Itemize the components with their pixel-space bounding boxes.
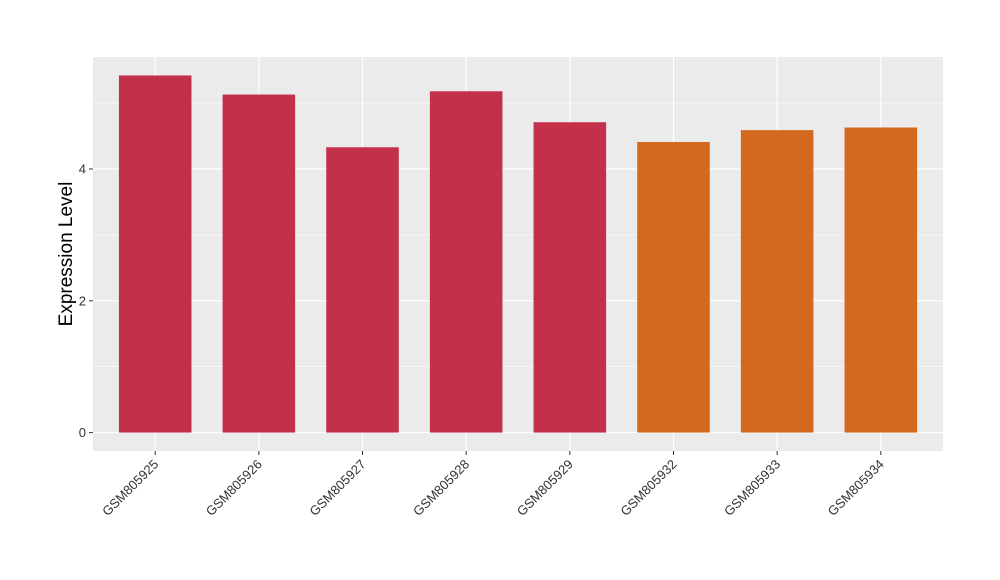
plot-panel <box>93 57 943 451</box>
y-tick-label: 4 <box>79 162 86 177</box>
y-axis-title: Expression Level <box>56 182 77 327</box>
x-tick-label: GSM805928 <box>410 457 472 519</box>
bar-GSM805932 <box>637 141 710 433</box>
bar-GSM805934 <box>844 127 918 433</box>
x-tick-label: GSM805926 <box>203 457 265 519</box>
y-tick-label: 0 <box>79 425 86 440</box>
x-tick-label: GSM805925 <box>99 457 161 519</box>
x-tick-label: GSM805929 <box>514 457 576 519</box>
bar-GSM805929 <box>533 122 607 433</box>
y-axis: 0 2 4 <box>79 162 93 440</box>
x-tick-label: GSM805933 <box>721 457 783 519</box>
bar-GSM805933 <box>740 130 814 433</box>
bar-GSM805925 <box>118 75 192 433</box>
bar-GSM805927 <box>326 147 399 433</box>
y-tick-label: 2 <box>79 293 86 308</box>
x-tick-label: GSM805927 <box>306 457 368 519</box>
x-tick-label: GSM805932 <box>617 457 679 519</box>
bar-GSM805926 <box>222 94 296 433</box>
x-tick-label: GSM805934 <box>825 457 887 519</box>
bar-GSM805928 <box>429 91 503 433</box>
bars <box>118 75 918 433</box>
x-axis: GSM805925 GSM805926 GSM805927 GSM805928 GSM8… <box>99 451 887 519</box>
